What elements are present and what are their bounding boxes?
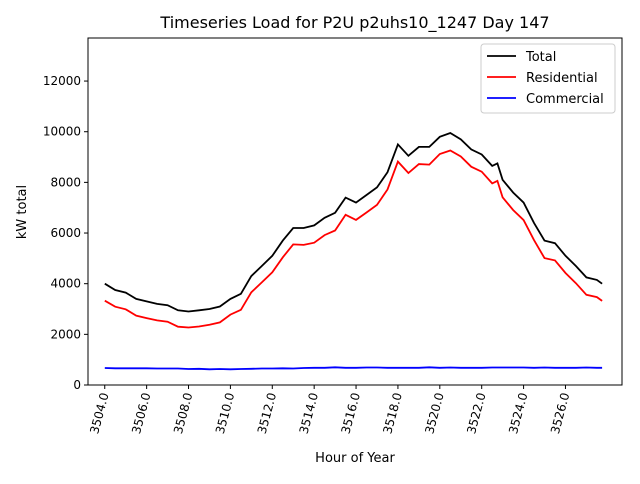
x-tick-label: 3512.0 (255, 391, 279, 435)
series-line-total (104, 132, 603, 313)
series-line-commercial (104, 366, 603, 371)
y-tick-label: 8000 (50, 175, 81, 189)
y-tick-label: 6000 (50, 226, 81, 240)
y-axis-label: kW total (15, 185, 30, 239)
chart-title: Timeseries Load for P2U p2uhs10_1247 Day… (159, 13, 549, 33)
x-tick-label: 3518.0 (380, 391, 404, 435)
x-tick-label: 3508.0 (171, 391, 195, 435)
y-tick-label: 12000 (43, 74, 81, 88)
y-tick-label: 10000 (43, 125, 81, 139)
x-tick-label: 3510.0 (213, 391, 237, 435)
legend-label-total: Total (525, 50, 556, 65)
x-tick-label: 3526.0 (548, 391, 572, 435)
x-tick-label: 3522.0 (464, 391, 488, 435)
x-tick-label: 3514.0 (297, 391, 321, 435)
x-tick-label: 3506.0 (129, 391, 153, 435)
x-tick-label: 3504.0 (87, 391, 111, 435)
x-tick-label: 3524.0 (506, 391, 530, 435)
legend-label-residential: Residential (526, 71, 598, 86)
y-tick-label: 2000 (50, 327, 81, 341)
x-tick-label: 3520.0 (422, 391, 446, 435)
x-tick-label: 3516.0 (339, 391, 363, 435)
legend-box (480, 43, 616, 114)
y-tick-label: 0 (73, 378, 81, 392)
legend: Total Residential Commercial (480, 43, 616, 114)
legend-label-commercial: Commercial (526, 92, 604, 107)
y-tick-label: 4000 (50, 277, 81, 291)
x-axis-label: Hour of Year (315, 451, 395, 466)
series-line-residential (104, 149, 603, 329)
plot-frame (87, 37, 623, 386)
